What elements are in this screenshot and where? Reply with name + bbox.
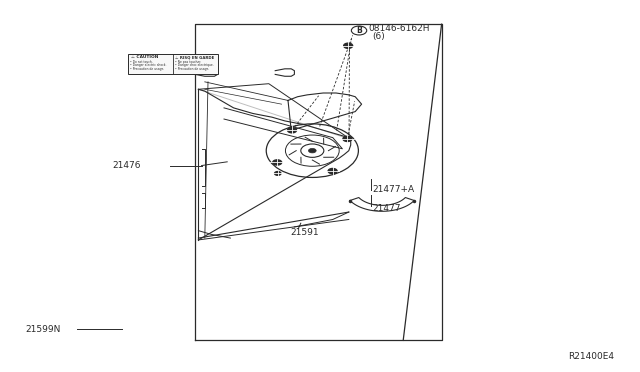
- Text: 21477: 21477: [372, 204, 401, 213]
- Circle shape: [343, 136, 352, 141]
- Text: • Precaution de usage.: • Precaution de usage.: [175, 67, 209, 71]
- Text: 21477+A: 21477+A: [372, 185, 415, 194]
- Text: (6): (6): [372, 32, 385, 41]
- Text: • Precaution de usage.: • Precaution de usage.: [130, 67, 164, 71]
- Circle shape: [287, 128, 296, 133]
- Text: ⚠ RISQ EN GARDE: ⚠ RISQ EN GARDE: [175, 55, 214, 60]
- FancyBboxPatch shape: [128, 54, 218, 74]
- Text: • Do not touch.: • Do not touch.: [130, 60, 153, 64]
- Circle shape: [344, 43, 353, 48]
- Text: ⚠ CAUTION: ⚠ CAUTION: [131, 55, 159, 60]
- Text: 08146-6162H: 08146-6162H: [368, 24, 429, 33]
- Circle shape: [328, 169, 337, 174]
- Text: • Danger electric shock.: • Danger electric shock.: [130, 63, 166, 67]
- Text: 21599N: 21599N: [26, 325, 61, 334]
- Text: • Danger choc electrique.: • Danger choc electrique.: [175, 63, 214, 67]
- Text: 21476: 21476: [112, 161, 141, 170]
- Text: 21591: 21591: [290, 228, 319, 237]
- Circle shape: [273, 160, 282, 165]
- Circle shape: [275, 171, 281, 175]
- Circle shape: [308, 148, 316, 153]
- Text: B: B: [356, 26, 362, 35]
- Text: • Ne pas toucher.: • Ne pas toucher.: [175, 60, 201, 64]
- Text: R21400E4: R21400E4: [568, 352, 614, 361]
